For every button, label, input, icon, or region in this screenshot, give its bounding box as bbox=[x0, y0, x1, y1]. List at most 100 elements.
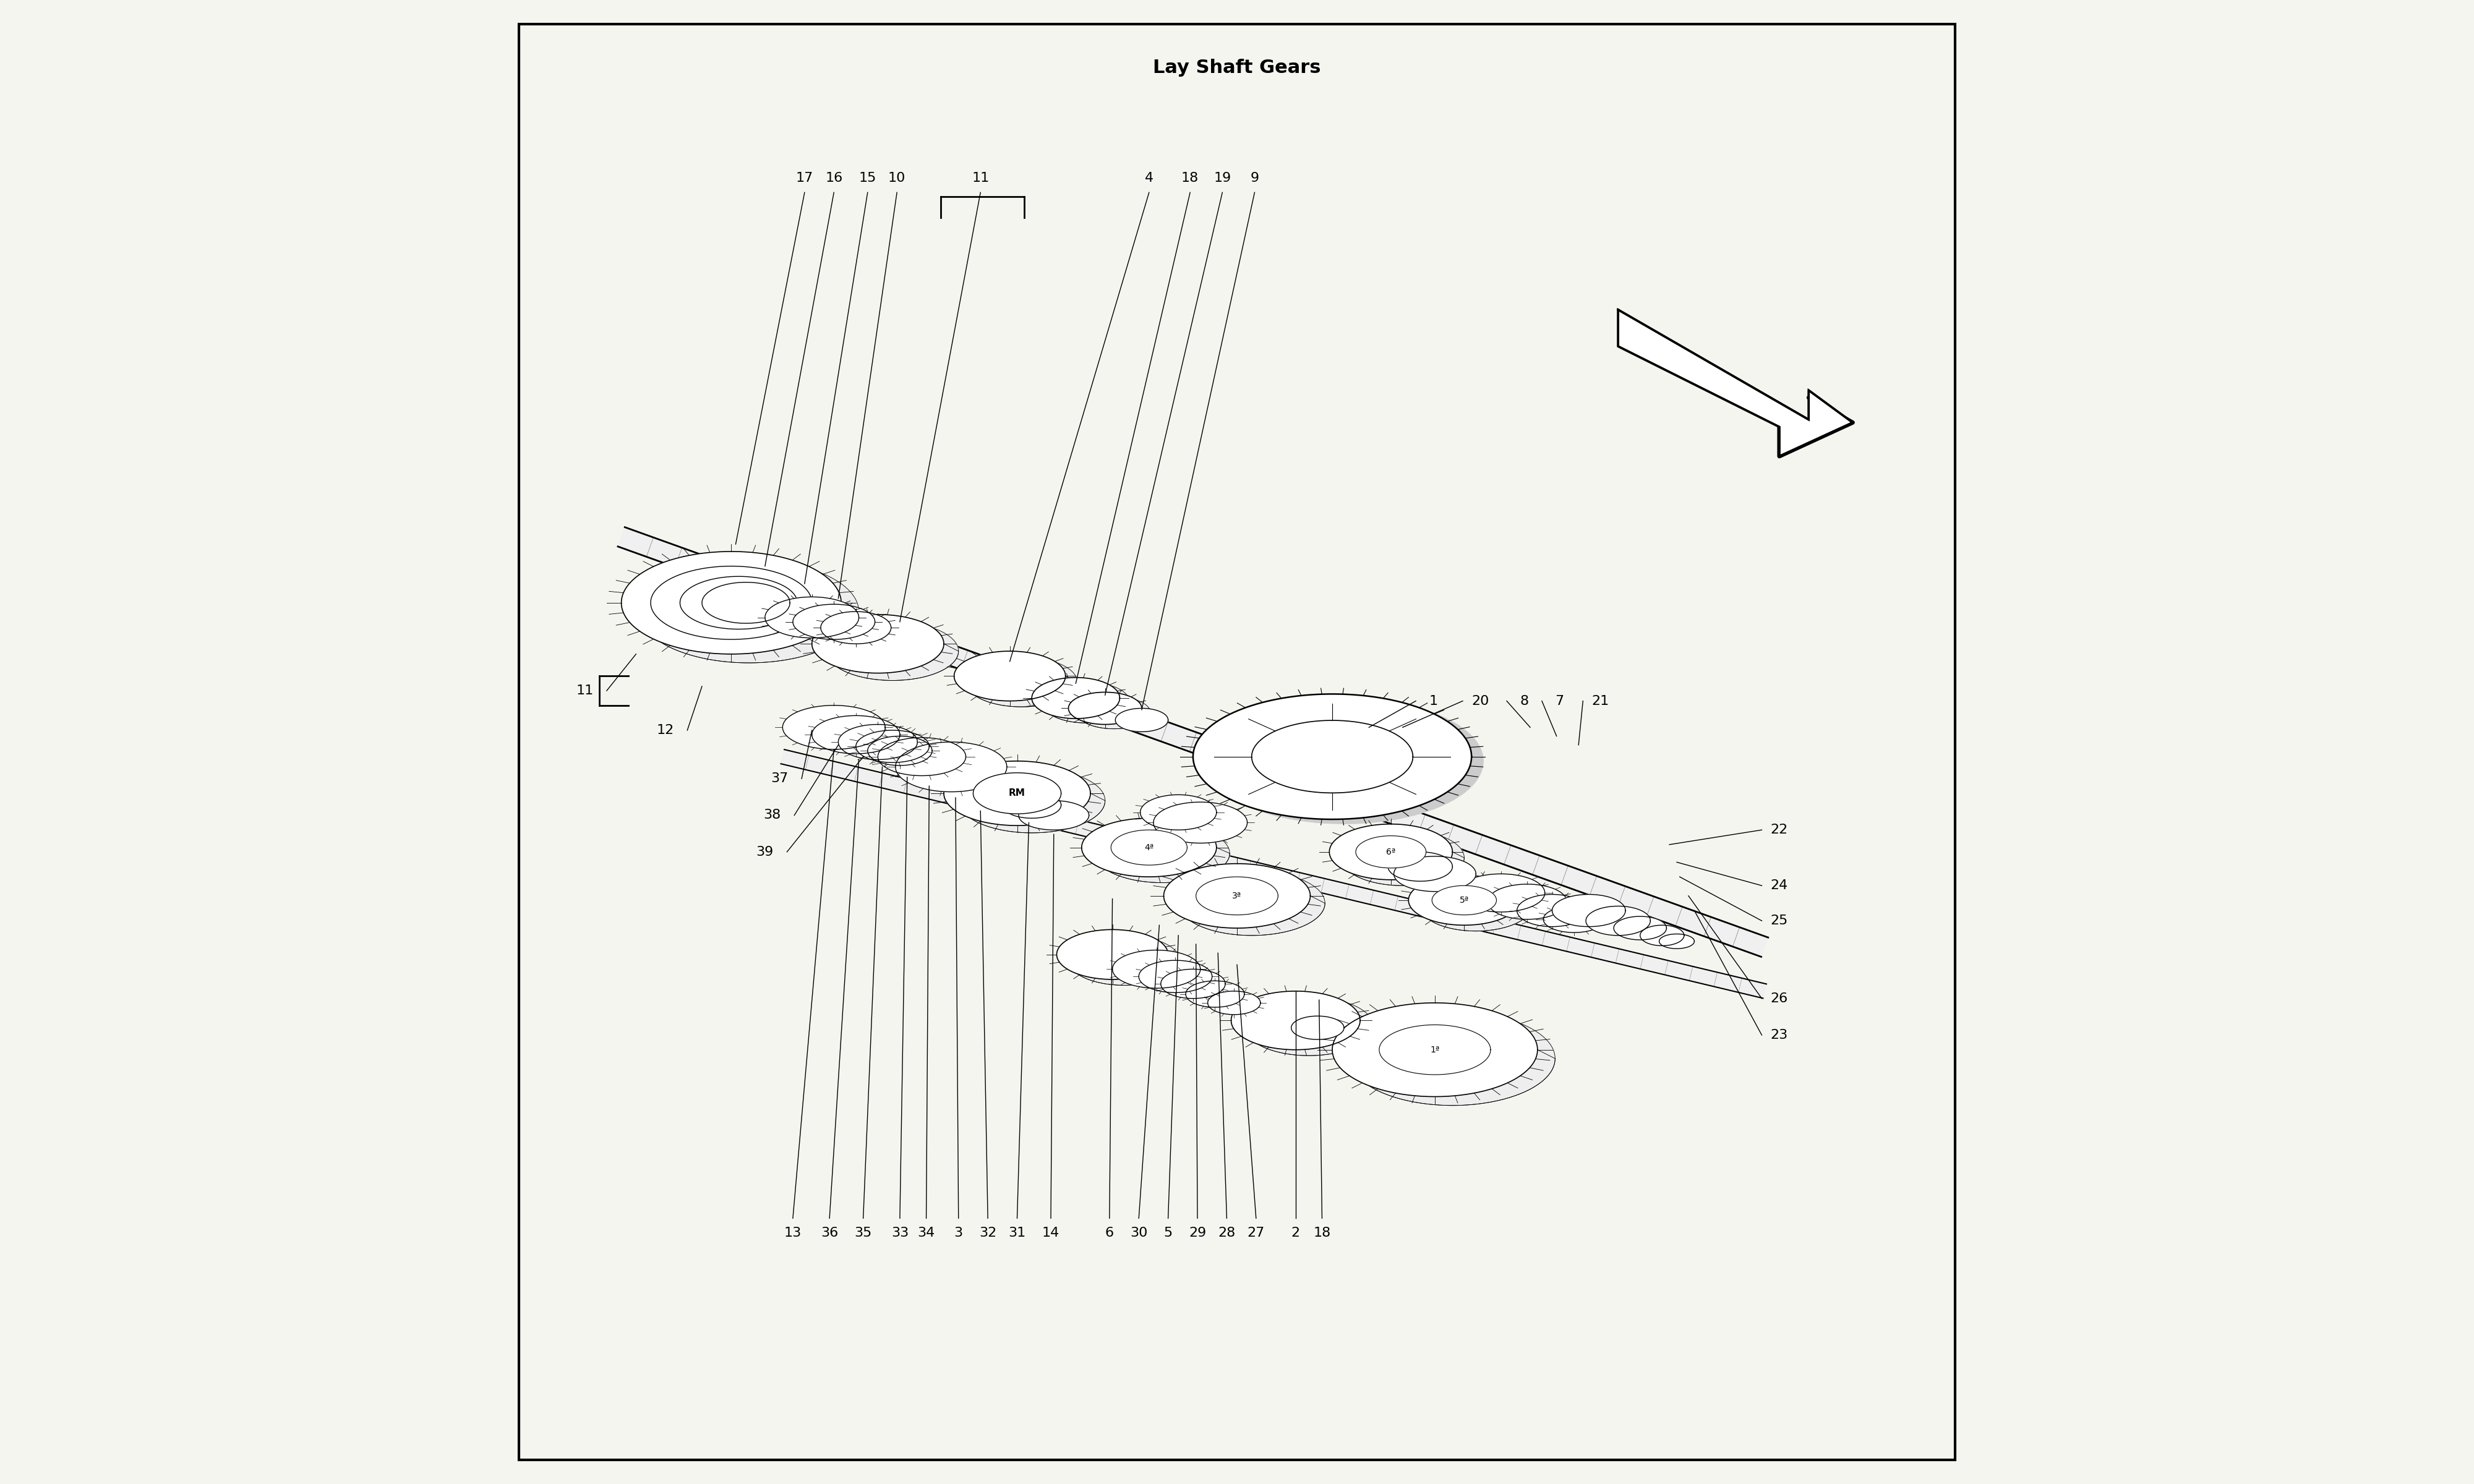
Polygon shape bbox=[945, 794, 1106, 833]
Polygon shape bbox=[1096, 824, 1230, 883]
Polygon shape bbox=[782, 749, 1766, 999]
Polygon shape bbox=[1356, 835, 1425, 868]
Text: 9: 9 bbox=[1249, 172, 1259, 184]
Polygon shape bbox=[856, 730, 930, 763]
Text: 12: 12 bbox=[656, 724, 673, 736]
Text: 28: 28 bbox=[1217, 1227, 1235, 1239]
Text: 17: 17 bbox=[797, 172, 814, 184]
Polygon shape bbox=[1032, 678, 1121, 718]
Polygon shape bbox=[965, 657, 1076, 706]
Polygon shape bbox=[811, 715, 901, 754]
Polygon shape bbox=[1232, 1021, 1373, 1055]
Text: 19: 19 bbox=[1215, 172, 1232, 184]
Polygon shape bbox=[651, 567, 811, 640]
Polygon shape bbox=[1544, 907, 1606, 932]
Text: 35: 35 bbox=[854, 1227, 871, 1239]
Polygon shape bbox=[618, 527, 1769, 957]
Text: 30: 30 bbox=[1131, 1227, 1148, 1239]
Polygon shape bbox=[703, 582, 789, 623]
Polygon shape bbox=[1195, 877, 1279, 916]
Polygon shape bbox=[957, 769, 1106, 833]
Polygon shape bbox=[1113, 950, 1200, 988]
Polygon shape bbox=[1069, 708, 1150, 729]
Polygon shape bbox=[1333, 1003, 1536, 1097]
Polygon shape bbox=[1252, 720, 1413, 792]
Polygon shape bbox=[1069, 935, 1180, 985]
Polygon shape bbox=[878, 738, 965, 776]
Text: 15: 15 bbox=[858, 172, 876, 184]
Polygon shape bbox=[811, 644, 957, 681]
Polygon shape bbox=[955, 651, 1066, 700]
Polygon shape bbox=[868, 736, 933, 766]
Text: 18: 18 bbox=[1183, 172, 1200, 184]
Text: 11: 11 bbox=[576, 684, 594, 697]
Text: 5ª: 5ª bbox=[1460, 896, 1470, 905]
Polygon shape bbox=[1457, 874, 1544, 913]
Polygon shape bbox=[1081, 847, 1230, 883]
Polygon shape bbox=[1163, 864, 1311, 927]
Text: 22: 22 bbox=[1771, 824, 1789, 835]
Polygon shape bbox=[1660, 933, 1695, 948]
Text: 37: 37 bbox=[772, 773, 789, 785]
Text: 3ª: 3ª bbox=[1232, 892, 1242, 901]
Text: 24: 24 bbox=[1771, 880, 1789, 892]
Text: 39: 39 bbox=[757, 846, 774, 858]
Polygon shape bbox=[1163, 896, 1326, 935]
Polygon shape bbox=[1232, 991, 1361, 1049]
Text: 3: 3 bbox=[955, 1227, 962, 1239]
Polygon shape bbox=[1192, 695, 1472, 819]
Polygon shape bbox=[621, 552, 841, 654]
Polygon shape bbox=[1420, 881, 1531, 930]
Text: 11: 11 bbox=[972, 172, 990, 184]
Text: 13: 13 bbox=[784, 1227, 802, 1239]
Polygon shape bbox=[1185, 981, 1244, 1008]
Polygon shape bbox=[1408, 901, 1531, 930]
Polygon shape bbox=[1205, 699, 1484, 824]
Polygon shape bbox=[1056, 954, 1180, 985]
Polygon shape bbox=[1069, 692, 1141, 724]
Polygon shape bbox=[1081, 818, 1217, 877]
Polygon shape bbox=[1141, 795, 1217, 830]
Polygon shape bbox=[1613, 917, 1667, 939]
Polygon shape bbox=[1244, 997, 1373, 1055]
Polygon shape bbox=[1019, 801, 1089, 830]
Polygon shape bbox=[1517, 895, 1588, 926]
Text: 20: 20 bbox=[1472, 695, 1489, 708]
Text: 23: 23 bbox=[1771, 1028, 1789, 1042]
Polygon shape bbox=[792, 604, 876, 640]
Polygon shape bbox=[1056, 929, 1168, 979]
Text: 6ª: 6ª bbox=[1385, 847, 1395, 856]
Polygon shape bbox=[1042, 683, 1131, 723]
Polygon shape bbox=[764, 597, 858, 638]
Polygon shape bbox=[1032, 697, 1131, 723]
Polygon shape bbox=[1388, 852, 1452, 881]
Text: 25: 25 bbox=[1771, 914, 1789, 927]
Polygon shape bbox=[839, 724, 918, 760]
Text: 33: 33 bbox=[891, 1227, 908, 1239]
Polygon shape bbox=[821, 611, 891, 644]
Text: 5: 5 bbox=[1163, 1227, 1173, 1239]
Polygon shape bbox=[1329, 852, 1465, 886]
Polygon shape bbox=[1408, 876, 1519, 925]
Polygon shape bbox=[1351, 1012, 1556, 1106]
Polygon shape bbox=[1291, 1017, 1343, 1039]
Polygon shape bbox=[1586, 907, 1650, 935]
Text: 16: 16 bbox=[826, 172, 844, 184]
Polygon shape bbox=[1111, 830, 1188, 865]
Text: 26: 26 bbox=[1771, 993, 1789, 1005]
Polygon shape bbox=[1329, 824, 1452, 880]
Text: 1ª: 1ª bbox=[1430, 1045, 1440, 1054]
Text: 21: 21 bbox=[1591, 695, 1608, 708]
Text: 10: 10 bbox=[888, 172, 905, 184]
Text: 34: 34 bbox=[918, 1227, 935, 1239]
Polygon shape bbox=[955, 677, 1076, 706]
Polygon shape bbox=[945, 761, 1091, 825]
Polygon shape bbox=[680, 576, 797, 629]
Polygon shape bbox=[1487, 884, 1566, 919]
Text: 2: 2 bbox=[1291, 1227, 1299, 1239]
Polygon shape bbox=[896, 742, 1007, 792]
Polygon shape bbox=[1002, 792, 1061, 818]
Text: 32: 32 bbox=[980, 1227, 997, 1239]
Polygon shape bbox=[1341, 830, 1465, 886]
Polygon shape bbox=[811, 614, 945, 674]
